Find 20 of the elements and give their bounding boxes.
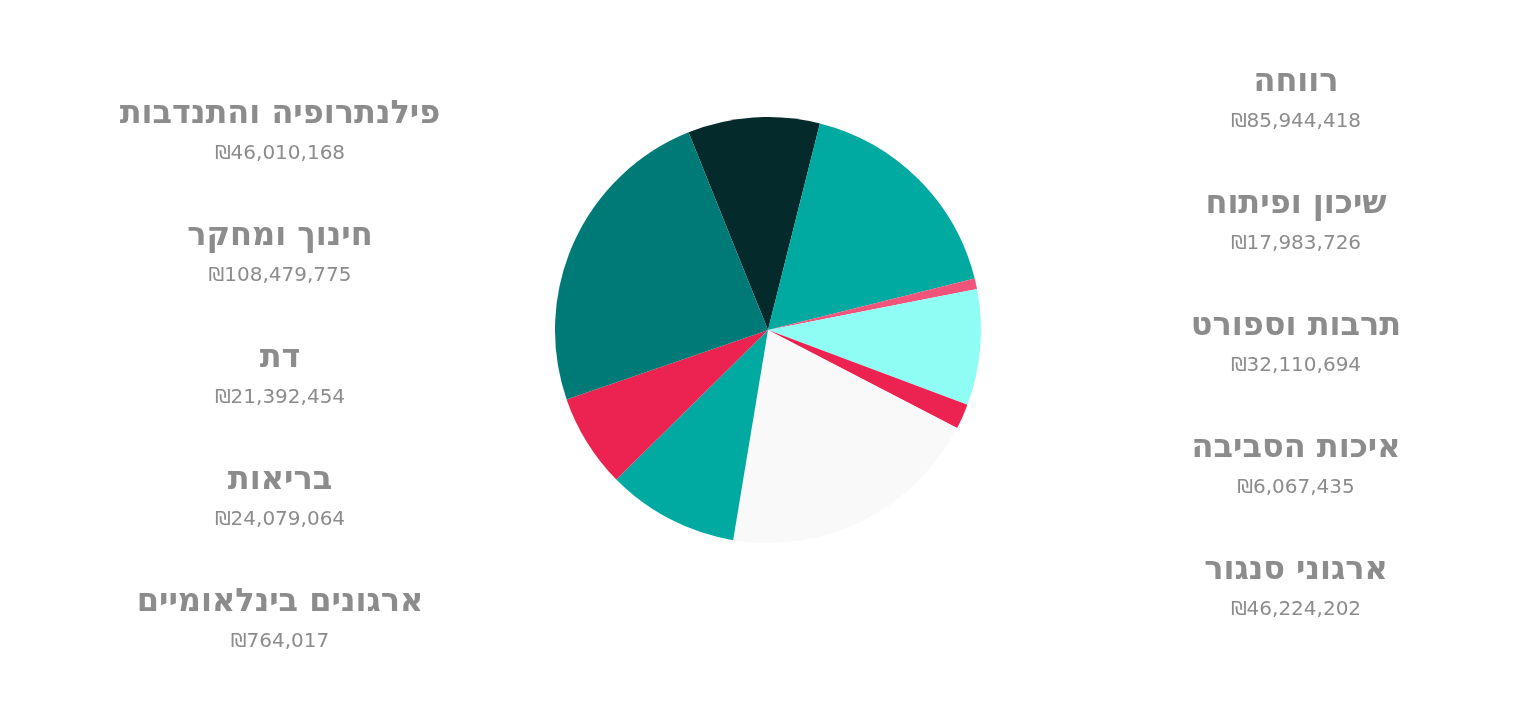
text: ₪21,392,454	[213, 383, 347, 410]
text: ₪24,079,064	[213, 505, 347, 532]
text: ₪46,224,202	[1229, 595, 1363, 622]
text: ארגונים בינלאומיים	[135, 580, 425, 620]
text: ₪764,017	[229, 627, 331, 654]
text: פילנתרופיה והתנדבות	[118, 92, 442, 132]
text: רווחה	[1252, 60, 1340, 100]
text: ₪108,479,775	[207, 261, 353, 288]
text: שיכון ופיתוח	[1204, 182, 1388, 222]
text: איכות הסביבה	[1190, 426, 1402, 466]
text: ₪32,110,694	[1229, 351, 1363, 378]
text: חינוך ומחקר	[186, 214, 374, 254]
text: ₪6,067,435	[1236, 473, 1356, 500]
text: בריאות	[226, 458, 334, 498]
text: תרבות וספורט	[1189, 304, 1403, 344]
text: ₪46,010,168	[213, 139, 347, 166]
text: ₪17,983,726	[1229, 229, 1363, 256]
text: ₪85,944,418	[1229, 107, 1363, 134]
text: ארגוני סנגור	[1203, 548, 1389, 588]
text: דת	[258, 336, 302, 376]
